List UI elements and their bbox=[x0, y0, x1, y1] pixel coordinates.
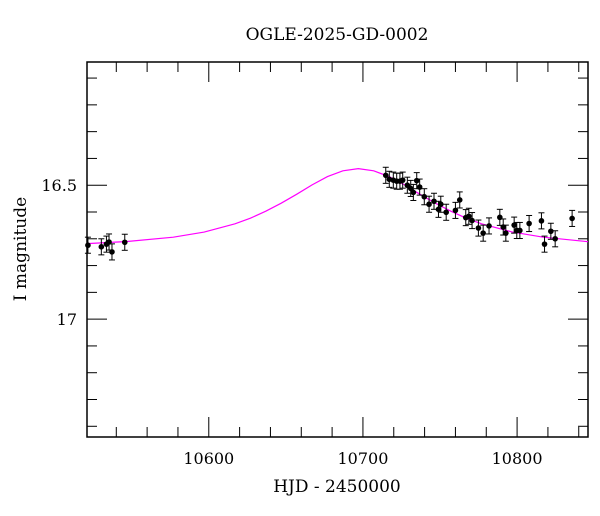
data-point bbox=[431, 198, 437, 205]
data-point bbox=[435, 206, 442, 213]
x-tick-label: 10700 bbox=[337, 449, 388, 468]
model-curve bbox=[86, 167, 589, 245]
data-point bbox=[466, 213, 472, 220]
data-point bbox=[517, 227, 523, 234]
data-point bbox=[456, 197, 463, 203]
data-point bbox=[426, 201, 432, 208]
data-point bbox=[121, 239, 128, 246]
data-point bbox=[399, 177, 406, 183]
data-point bbox=[109, 249, 115, 255]
data-point bbox=[569, 215, 575, 222]
data-point bbox=[98, 244, 105, 250]
data-point bbox=[382, 172, 389, 179]
data-point bbox=[421, 193, 428, 200]
data-point bbox=[548, 228, 554, 235]
data-point bbox=[552, 235, 558, 242]
data-point bbox=[443, 209, 449, 216]
data-point bbox=[511, 222, 517, 228]
plot-area: 10600 10700 10800 16.5 17 bbox=[41, 61, 589, 468]
data-point bbox=[538, 218, 545, 224]
data-point bbox=[486, 223, 492, 229]
data-point bbox=[85, 242, 91, 249]
x-tick-label: 10800 bbox=[492, 449, 543, 468]
data-point bbox=[407, 185, 414, 192]
data-point bbox=[452, 207, 459, 214]
y-tick-label: 17 bbox=[57, 310, 77, 329]
chart-title: OGLE-2025-GD-0002 bbox=[246, 25, 429, 45]
y-axis-label: I magnitude bbox=[11, 197, 31, 301]
x-axis-label: HJD - 2450000 bbox=[273, 477, 401, 497]
data-point bbox=[469, 217, 475, 224]
data-point bbox=[526, 220, 532, 227]
data-point bbox=[416, 184, 423, 190]
data-point bbox=[480, 230, 486, 236]
plot-frame bbox=[86, 61, 589, 438]
data-point bbox=[475, 225, 482, 231]
y-tick-label: 16.5 bbox=[41, 176, 77, 195]
x-tick-label: 10600 bbox=[183, 449, 234, 468]
data-point bbox=[410, 189, 417, 196]
data-point bbox=[437, 201, 444, 208]
data-point bbox=[503, 230, 509, 236]
data-point bbox=[541, 241, 548, 247]
